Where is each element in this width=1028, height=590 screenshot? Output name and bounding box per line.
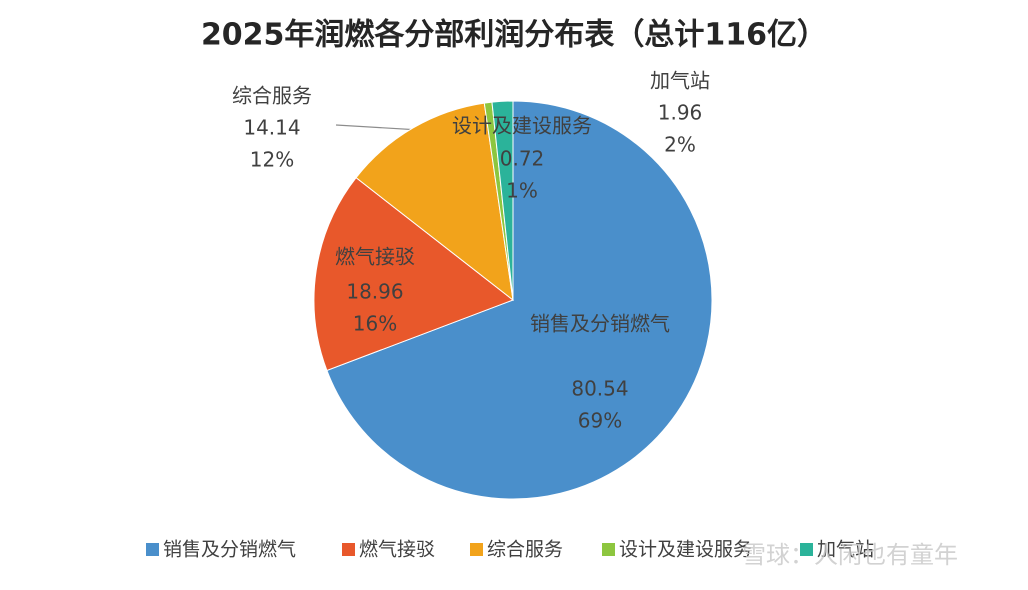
legend-swatch [470,543,483,556]
legend-label: 加气站 [817,539,874,561]
legend-label: 综合服务 [487,539,563,561]
legend-label: 燃气接驳 [359,539,435,561]
legend-swatch [146,543,159,556]
leader-line [335,124,421,131]
slice-value-label: 1.96 [658,101,703,125]
slice-percent-label: 16% [353,312,397,336]
slice-category-label: 综合服务 [232,84,312,108]
slice-value-label: 14.14 [243,116,300,140]
legend-swatch [342,543,355,556]
slice-category-label: 销售及分销燃气 [530,312,670,336]
slice-percent-label: 12% [250,148,294,172]
slice-value-label: 0.72 [500,147,545,171]
slice-percent-label: 2% [664,133,696,157]
pie-slice [326,100,713,500]
slice-category-label: 设计及建设服务 [452,114,592,138]
pie-slice [313,176,515,372]
slice-category-label: 燃气接驳 [335,245,415,269]
pie-slice [355,102,514,302]
legend-swatch [800,543,813,556]
slice-value-label: 80.54 [571,377,628,401]
legend-label: 销售及分销燃气 [163,539,296,561]
legend-label: 设计及建设服务 [619,539,752,561]
slice-percent-label: 69% [578,409,622,433]
chart-title: 2025年润燃各分部利润分布表（总计116亿） [201,18,827,53]
slice-value-label: 18.96 [346,280,403,304]
legend-swatch [602,543,615,556]
slice-percent-label: 1% [506,179,538,203]
watermark: 雪球：人闲也有童年 [742,541,958,569]
slice-category-label: 加气站 [650,69,710,93]
pie-slice [491,100,514,301]
